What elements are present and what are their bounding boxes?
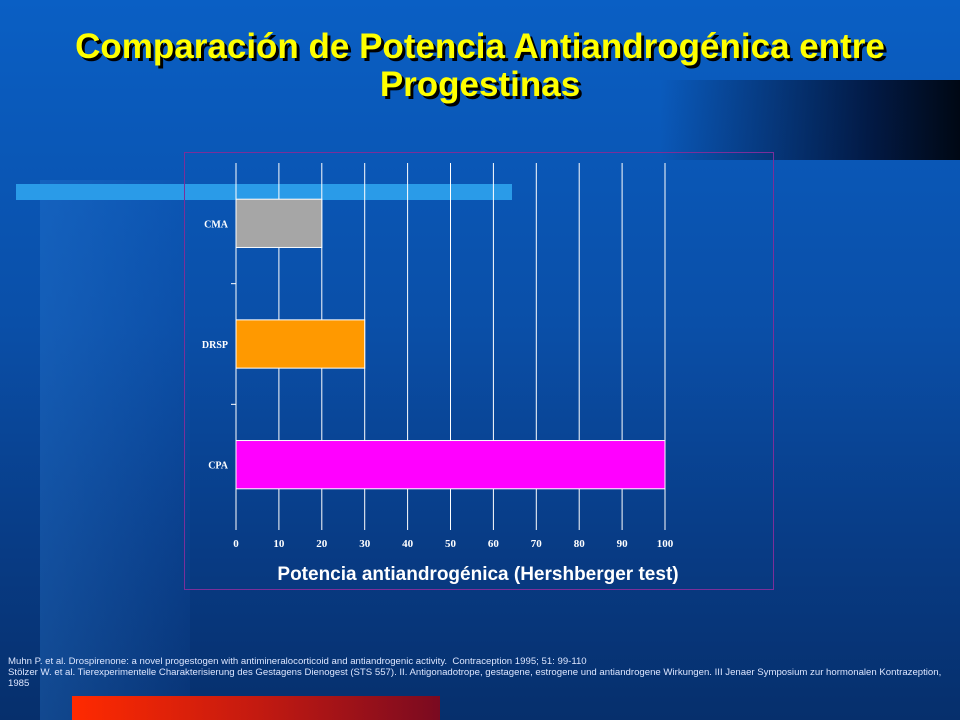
- x-tick-label: 50: [445, 538, 457, 550]
- reference-1: Muhn P. et al. Drospirenone: a novel pro…: [8, 656, 587, 667]
- decorative-bar: [16, 184, 512, 200]
- bar-drsp: [235, 319, 366, 369]
- x-tick-label: 0: [233, 538, 239, 550]
- x-tick-label: 20: [316, 538, 328, 550]
- x-tick-label: 60: [488, 538, 500, 550]
- x-tick-label: 30: [359, 538, 371, 550]
- y-tick-label: CMA: [204, 219, 229, 230]
- bar-chart: 0 10 20 30 40 50 60 70 80 90 100 CMA DRSP CPA: [202, 163, 674, 550]
- bar-cpa: [235, 440, 666, 490]
- bar-cma: [235, 198, 323, 248]
- x-tick-label: 90: [617, 538, 629, 550]
- background-panel: [40, 180, 190, 720]
- x-tick-label: 40: [402, 538, 414, 550]
- x-tick-label: 10: [273, 538, 285, 550]
- slide-title: Comparación de Potencia Antiandrogénica …: [75, 27, 885, 104]
- references: Muhn P. et al. Drospirenone: a novel pro…: [8, 656, 958, 689]
- x-tick-label: 100: [657, 538, 674, 550]
- y-tick-label: DRSP: [202, 340, 228, 351]
- decorative-footer-bar: [72, 696, 440, 720]
- reference-2: Stölzer W. et al. Tierexperimentelle Cha…: [8, 667, 944, 689]
- y-tick-label: CPA: [208, 461, 229, 472]
- background-shadow: [660, 80, 960, 160]
- x-axis-label: Potencia antiandrogénica (Hershberger te…: [277, 564, 679, 585]
- chart-frame: 0 10 20 30 40 50 60 70 80 90 100 CMA DRSP CPA: [184, 152, 774, 590]
- x-tick-label: 70: [531, 538, 543, 550]
- x-tick-label: 80: [574, 538, 586, 550]
